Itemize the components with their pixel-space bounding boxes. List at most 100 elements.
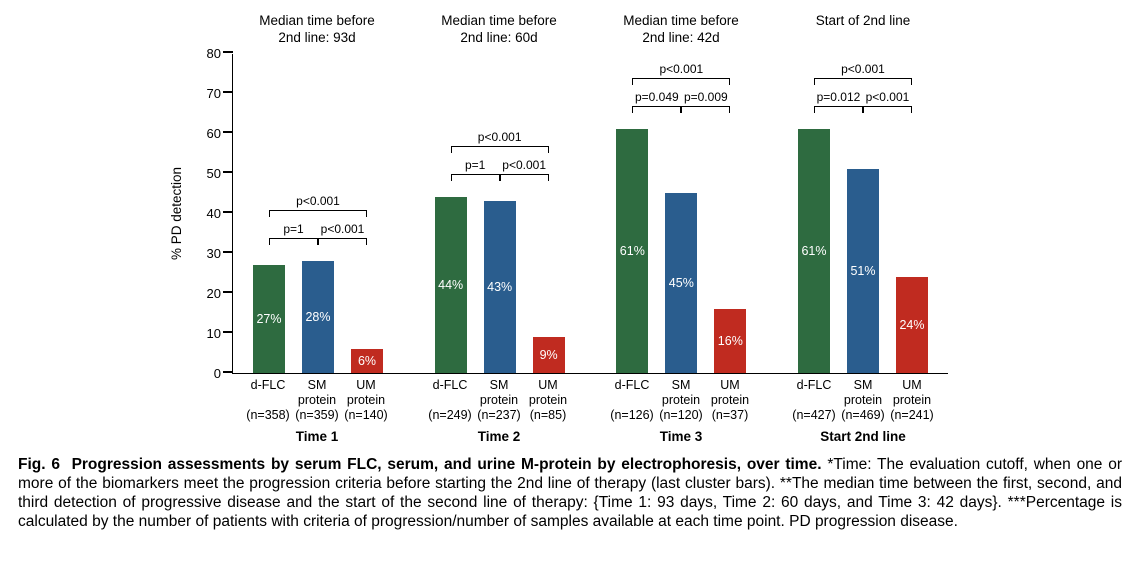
bar-xlabel-line: UM [720,378,740,392]
bar-value-label: 43% [487,280,513,294]
group-header: Start of 2nd line [788,8,938,54]
bar-n-label: (n=241) [890,408,934,422]
caption-body: *Time: The evaluation cutoff, when one o… [18,456,1122,530]
y-axis-tick [223,131,233,133]
caption-title: Progression assessments by serum FLC, se… [71,456,822,473]
bar-xlabel: d-FLC (n=249) [420,378,480,423]
bar-n-label: (n=120) [659,408,703,422]
bar-value-label: 44% [438,278,464,292]
y-axis-tick [223,51,233,53]
significance-bracket [450,146,549,153]
bar-xlabel-line: SM [489,378,509,392]
bar-n-label: (n=359) [295,408,339,422]
bar-n-label: (n=126) [610,408,654,422]
p-value-label: p<0.001 [296,194,340,208]
bar-xlabel-line: protein [843,393,883,407]
y-axis-tick-label: 20 [206,286,221,301]
significance-bracket [269,210,367,217]
bar-um-protein: 6% [351,349,383,373]
p-value-label: p=1 [283,222,304,236]
y-axis-tick-label: 60 [206,126,221,141]
group-plot: 61% 51% 24% p=0.012 p<0.001 p<0.001 [788,54,938,373]
p-value-label: p=0.012 [816,90,861,104]
p-value-label: p<0.001 [477,130,522,144]
p-value-label: p<0.001 [865,90,910,104]
group-header-line: Start of 2nd line [815,13,911,28]
group-header-line: 2nd line: 60d [460,30,538,45]
bar-d-flc: 61% [616,129,649,373]
group-header-line: Median time before [441,13,557,28]
group-name: Time 1 [295,429,339,444]
bar-n-label: (n=249) [428,408,472,422]
group-xlabels: d-FLC (n=126) SM protein (n=120) UM protein (n… [606,374,756,424]
bar-xlabel-line: protein [710,393,750,407]
bar-sm-protein: 45% [665,193,698,373]
bar-xlabel-line: UM [902,378,922,392]
bar-xlabel: d-FLC (n=358) [238,378,298,423]
caption-label: Fig. 6 [18,456,60,473]
bar-xlabel-line: UM [356,378,376,392]
bar-xlabel: UM protein (n=241) [882,378,942,423]
group-xlabels: d-FLC (n=358) SM protein (n=359) UM protein (n… [242,374,392,424]
bar-xlabel-line: UM [538,378,558,392]
p-value-label: p<0.001 [659,62,704,76]
p-value-label: p<0.001 [841,62,885,76]
bar-um-protein: 9% [532,337,565,373]
y-axis-tick [223,171,233,173]
significance-bracket [813,106,863,113]
bar-xlabel-line: SM [307,378,327,392]
group-header: Median time before 2nd line: 93d [242,8,392,54]
group-plot: 61% 45% 16% p=0.049 p=0.009 p<0.001 [606,54,756,373]
bar-value-label: 61% [801,244,827,258]
group-name: Time 2 [477,429,521,444]
p-value-label: p<0.001 [320,222,365,236]
y-axis-tick-label: 50 [206,166,221,181]
bar-n-label: (n=427) [792,408,836,422]
significance-bracket [681,106,731,113]
bar-xlabel-line: protein [479,393,519,407]
group-header-line: Median time before [623,13,739,28]
bar-xlabel-line: protein [297,393,337,407]
bar-sm-protein: 28% [302,261,334,373]
bar-value-label: 27% [256,312,282,326]
x-labels-band: d-FLC (n=358) SM protein (n=359) UM protein (n… [232,374,948,424]
y-axis-tick-label: 80 [206,46,221,61]
bar-xlabel: UM protein (n=140) [336,378,396,423]
y-axis-tick [223,371,233,373]
bar-xlabel-line: SM [853,378,873,392]
bar-xlabel-line: protein [528,393,568,407]
bar-um-protein: 16% [714,309,747,373]
y-axis-tick [223,211,233,213]
y-axis-tick [223,91,233,93]
bar-value-label: 61% [619,244,645,258]
bar-xlabel: UM protein (n=37) [700,378,760,423]
significance-bracket [813,78,912,85]
bar-n-label: (n=37) [711,408,749,422]
bar-xlabel-line: protein [892,393,932,407]
group-xlabels: d-FLC (n=427) SM protein (n=469) UM protein (n… [788,374,938,424]
bar-xlabel: SM protein (n=359) [287,378,347,423]
group-names-band: Time 1 Time 2 Time 3 Start 2nd line [232,424,948,448]
bar-n-label: (n=140) [344,408,388,422]
bar-xlabel: SM protein (n=469) [833,378,893,423]
caption-heading: Fig. 6 Progression assessments by serum … [18,456,822,473]
figure-caption: Fig. 6 Progression assessments by serum … [18,455,1122,531]
p-value-label: p<0.001 [502,158,547,172]
bar-xlabel: UM protein (n=85) [518,378,578,423]
bar-value-label: 9% [539,348,558,362]
y-axis-tick-label: 70 [206,86,221,101]
group-header-line [788,29,938,46]
p-value-label: p=1 [464,158,486,172]
bar-xlabel-line: protein [346,393,386,407]
significance-bracket [632,106,682,113]
p-value-label: p=0.009 [683,90,728,104]
bar-value-label: 6% [357,354,377,368]
bar-xlabel-line: d-FLC [796,378,832,392]
group-plot: 44% 43% 9% p=1 p<0.001 p<0.001 [425,54,575,373]
bar-sm-protein: 43% [483,201,516,373]
significance-bracket [269,238,318,245]
bar-d-flc: 27% [253,265,285,373]
group-header: Median time before 2nd line: 42d [606,8,756,54]
plot-area: % PD detection 0 10 20 30 40 50 60 70 80 27% 28% 6%… [169,46,948,381]
